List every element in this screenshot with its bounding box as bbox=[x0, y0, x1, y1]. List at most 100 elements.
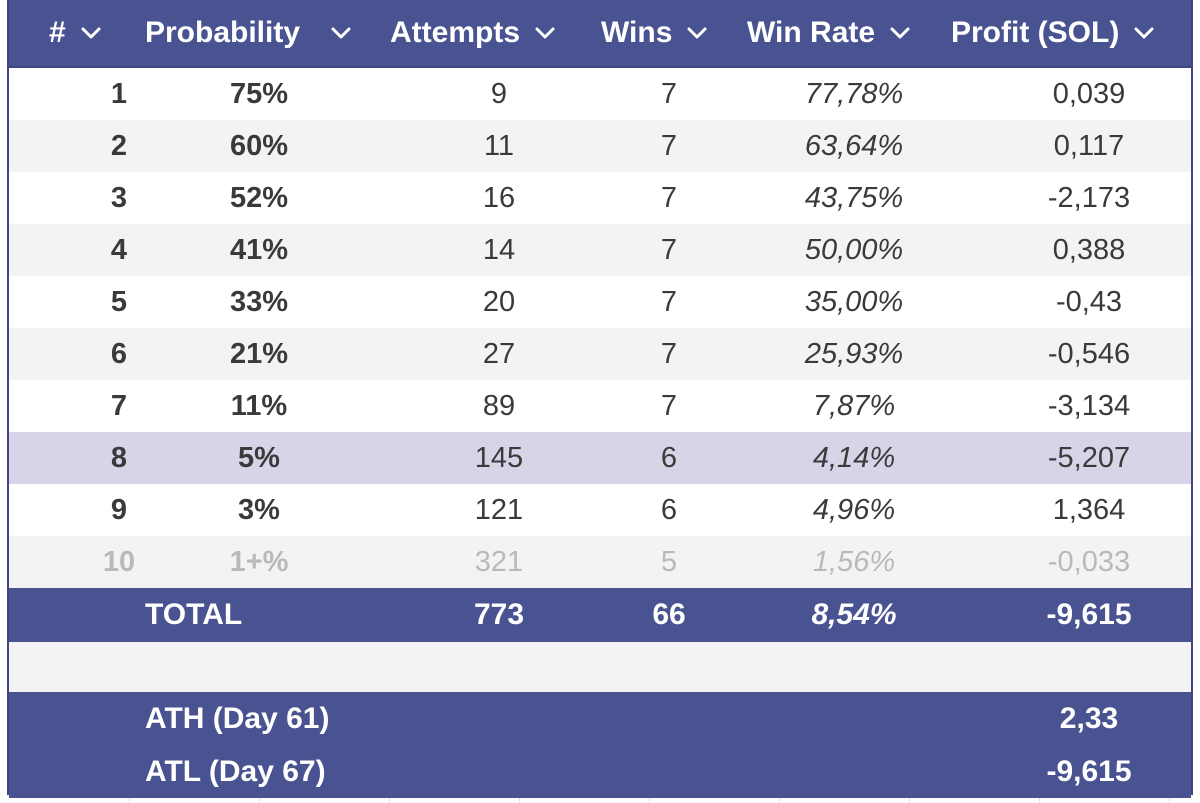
cell-num[interactable]: 1 bbox=[110, 77, 128, 110]
cell-wins[interactable]: 7 bbox=[660, 337, 678, 370]
total-profit[interactable]: -9,615 bbox=[1046, 598, 1132, 631]
cell-probability[interactable]: 1+% bbox=[229, 545, 289, 578]
cell-attempts[interactable]: 321 bbox=[474, 545, 524, 578]
table-row[interactable]: 3 52% 16 7 43,75% -2,173 bbox=[9, 172, 1191, 224]
table-row[interactable]: 7 11% 89 7 7,87% -3,134 bbox=[9, 380, 1191, 432]
column-header-label: # bbox=[49, 16, 66, 49]
cell-win-rate[interactable]: 77,78% bbox=[804, 77, 904, 110]
column-header-probability[interactable]: Probability bbox=[145, 0, 385, 66]
cell-profit[interactable]: -5,207 bbox=[1047, 441, 1131, 474]
cell-profit[interactable]: -3,134 bbox=[1047, 389, 1131, 422]
cell-profit[interactable]: -0,033 bbox=[1047, 545, 1131, 578]
cell-probability[interactable]: 21% bbox=[229, 337, 289, 370]
cell-attempts[interactable]: 27 bbox=[482, 337, 516, 370]
atl-label[interactable]: ATL (Day 67) bbox=[145, 754, 326, 788]
cell-profit[interactable]: 1,364 bbox=[1052, 493, 1126, 526]
cell-win-rate[interactable]: 63,64% bbox=[804, 129, 904, 162]
summary-block: ATH (Day 61) 2,33 ATL (Day 67) -9,615 bbox=[9, 692, 1191, 798]
cell-probability[interactable]: 33% bbox=[229, 285, 289, 318]
cell-win-rate[interactable]: 25,93% bbox=[804, 337, 904, 370]
cell-profit[interactable]: 0,388 bbox=[1052, 233, 1126, 266]
atl-value[interactable]: -9,615 bbox=[1046, 754, 1132, 788]
cell-wins[interactable]: 5 bbox=[660, 545, 678, 578]
chevron-down-icon[interactable] bbox=[1133, 22, 1155, 44]
chevron-down-icon[interactable] bbox=[686, 22, 708, 44]
chevron-down-icon[interactable] bbox=[889, 22, 911, 44]
cell-num[interactable]: 8 bbox=[110, 441, 128, 474]
column-header-wins[interactable]: Wins bbox=[601, 0, 741, 66]
total-label[interactable]: TOTAL bbox=[145, 598, 243, 631]
cell-num[interactable]: 10 bbox=[102, 545, 136, 578]
table-row[interactable]: 6 21% 27 7 25,93% -0,546 bbox=[9, 328, 1191, 380]
cell-num[interactable]: 2 bbox=[110, 129, 128, 162]
cell-attempts[interactable]: 121 bbox=[474, 493, 524, 526]
table-header: # Probability Attempts Wins Win Rate Pro… bbox=[9, 0, 1191, 68]
table-row[interactable]: 4 41% 14 7 50,00% 0,388 bbox=[9, 224, 1191, 276]
column-header-label: Wins bbox=[601, 16, 673, 49]
total-wins[interactable]: 66 bbox=[652, 598, 686, 631]
cell-win-rate[interactable]: 4,14% bbox=[812, 441, 896, 474]
cell-num[interactable]: 5 bbox=[110, 285, 128, 318]
column-header-profit[interactable]: Profit (SOL) bbox=[951, 0, 1191, 66]
cell-wins[interactable]: 7 bbox=[660, 129, 678, 162]
cell-probability[interactable]: 60% bbox=[229, 129, 289, 162]
total-win-rate[interactable]: 8,54% bbox=[811, 598, 897, 631]
cell-profit[interactable]: -0,546 bbox=[1047, 337, 1131, 370]
table-row[interactable]: 2 60% 11 7 63,64% 0,117 bbox=[9, 120, 1191, 172]
table-row[interactable]: 9 3% 121 6 4,96% 1,364 bbox=[9, 484, 1191, 536]
cell-probability[interactable]: 75% bbox=[229, 77, 289, 110]
empty-row[interactable] bbox=[9, 642, 1191, 692]
cell-num[interactable]: 7 bbox=[110, 389, 128, 422]
ath-label[interactable]: ATH (Day 61) bbox=[145, 701, 330, 735]
cell-probability[interactable]: 3% bbox=[238, 493, 280, 526]
cell-win-rate[interactable]: 43,75% bbox=[804, 181, 904, 214]
chevron-down-icon[interactable] bbox=[534, 22, 556, 44]
cell-wins[interactable]: 6 bbox=[660, 493, 678, 526]
table-row[interactable]: 10 1+% 321 5 1,56% -0,033 bbox=[9, 536, 1191, 588]
cell-profit[interactable]: -2,173 bbox=[1047, 181, 1131, 214]
cell-profit[interactable]: 0,039 bbox=[1052, 77, 1126, 110]
cell-win-rate[interactable]: 1,56% bbox=[812, 545, 896, 578]
cell-win-rate[interactable]: 50,00% bbox=[804, 233, 904, 266]
cell-attempts[interactable]: 11 bbox=[483, 129, 515, 162]
cell-attempts[interactable]: 20 bbox=[482, 285, 516, 318]
cell-win-rate[interactable]: 4,96% bbox=[812, 493, 896, 526]
total-row[interactable]: TOTAL 773 66 8,54% -9,615 bbox=[9, 588, 1191, 642]
cell-probability[interactable]: 11% bbox=[230, 389, 288, 422]
cell-num[interactable]: 3 bbox=[110, 181, 128, 214]
total-attempts[interactable]: 773 bbox=[473, 598, 525, 631]
cell-wins[interactable]: 6 bbox=[660, 441, 678, 474]
table-row-selected[interactable]: 8 5% 145 6 4,14% -5,207 bbox=[9, 432, 1191, 484]
cell-wins[interactable]: 7 bbox=[660, 181, 678, 214]
cell-num[interactable]: 6 bbox=[110, 337, 128, 370]
ath-value[interactable]: 2,33 bbox=[1059, 701, 1119, 735]
table-row[interactable]: 5 33% 20 7 35,00% -0,43 bbox=[9, 276, 1191, 328]
ath-row[interactable]: ATH (Day 61) 2,33 bbox=[9, 692, 1191, 745]
cell-probability[interactable]: 5% bbox=[238, 441, 280, 474]
cell-wins[interactable]: 7 bbox=[660, 285, 678, 318]
cell-wins[interactable]: 7 bbox=[660, 389, 678, 422]
cell-attempts[interactable]: 145 bbox=[474, 441, 524, 474]
cell-attempts[interactable]: 14 bbox=[482, 233, 516, 266]
cell-num[interactable]: 9 bbox=[110, 493, 128, 526]
column-header-attempts[interactable]: Attempts bbox=[390, 0, 590, 66]
cell-num[interactable]: 4 bbox=[110, 233, 128, 266]
cell-profit[interactable]: -0,43 bbox=[1055, 285, 1123, 318]
column-header-win-rate[interactable]: Win Rate bbox=[747, 0, 947, 66]
chevron-down-icon[interactable] bbox=[330, 22, 352, 44]
cell-wins[interactable]: 7 bbox=[660, 77, 678, 110]
cell-win-rate[interactable]: 7,87% bbox=[812, 389, 896, 422]
column-header-label: Win Rate bbox=[747, 16, 876, 49]
cell-profit[interactable]: 0,117 bbox=[1053, 129, 1125, 162]
chevron-down-icon[interactable] bbox=[80, 22, 102, 44]
cell-probability[interactable]: 52% bbox=[229, 181, 289, 214]
column-header-num[interactable]: # bbox=[49, 0, 169, 66]
cell-probability[interactable]: 41% bbox=[229, 233, 289, 266]
cell-attempts[interactable]: 9 bbox=[490, 77, 508, 110]
cell-attempts[interactable]: 89 bbox=[482, 389, 516, 422]
cell-wins[interactable]: 7 bbox=[660, 233, 678, 266]
atl-row[interactable]: ATL (Day 67) -9,615 bbox=[9, 745, 1191, 798]
cell-win-rate[interactable]: 35,00% bbox=[804, 285, 904, 318]
table-row[interactable]: 1 75% 9 7 77,78% 0,039 bbox=[9, 68, 1191, 120]
cell-attempts[interactable]: 16 bbox=[482, 181, 516, 214]
